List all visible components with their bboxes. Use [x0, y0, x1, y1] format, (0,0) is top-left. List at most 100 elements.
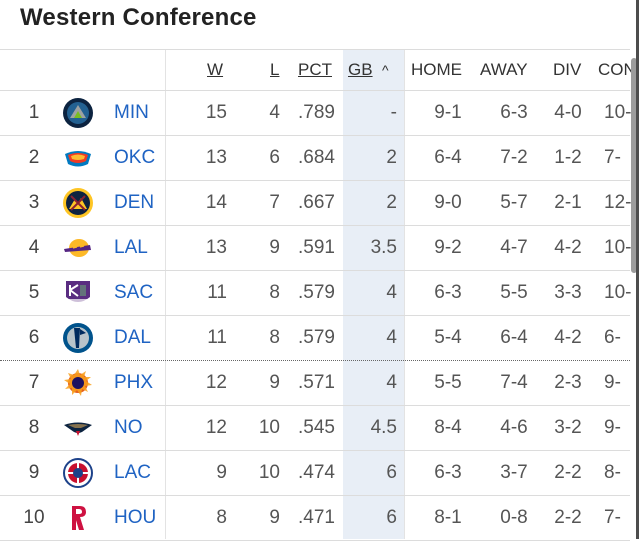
wins: 13	[205, 147, 227, 168]
away-record: 6-3	[500, 102, 528, 123]
losses: 6	[269, 147, 280, 168]
losses: 10	[258, 462, 280, 483]
table-row[interactable]: 3 DEN 14 7 .667 2 9-0 5-7 2-1 12-	[0, 181, 631, 226]
team-link[interactable]: NO	[114, 417, 143, 438]
division-record: 3-2	[554, 417, 582, 438]
home-record: 6-4	[434, 147, 462, 168]
table-row[interactable]: 5 SAC 11 8 .579 4 6-3 5-5 3-3 10-	[0, 271, 631, 316]
win-pct: .545	[298, 417, 335, 438]
team-link[interactable]: HOU	[114, 507, 157, 528]
losses: 4	[269, 102, 280, 123]
team-link[interactable]: LAC	[114, 462, 151, 483]
games-back: 4	[386, 327, 397, 348]
division-record: 2-3	[554, 372, 582, 393]
timberwolves-logo-icon	[63, 98, 93, 128]
table-row[interactable]: 4 LAL 13 9 .591 3.5 9-2 4-7 4-2 10-	[0, 226, 631, 271]
column-header-pct[interactable]: PCT	[298, 60, 332, 79]
away-record: 0-8	[500, 507, 528, 528]
table-row[interactable]: 6 DAL 11 8 .579 4 5-4 6-4 4-2 6-	[0, 316, 630, 361]
page-title: Western Conference	[20, 4, 257, 31]
thunder-logo-icon	[65, 151, 91, 167]
column-header-l[interactable]: L	[270, 60, 280, 79]
home-record: 9-0	[434, 192, 462, 213]
suns-logo-icon	[64, 369, 92, 396]
team-link[interactable]: PHX	[114, 372, 154, 393]
games-back: 6	[386, 462, 397, 483]
conference-record: 12-	[604, 192, 632, 213]
wins: 14	[205, 192, 227, 213]
win-pct: .471	[298, 507, 335, 528]
games-back: -	[390, 102, 397, 123]
table-row[interactable]: 2 OKC 13 6 .684 2 6-4 7-2 1-2 7-	[0, 136, 630, 181]
away-record: 3-7	[500, 462, 528, 483]
wins: 12	[205, 417, 227, 438]
column-header-conf[interactable]: CON	[598, 60, 636, 79]
home-record: 6-3	[434, 282, 462, 303]
column-header-w[interactable]: W	[207, 60, 224, 79]
team-link[interactable]: LAL	[114, 237, 148, 258]
division-record: 4-0	[554, 102, 582, 123]
games-back: 4.5	[370, 417, 397, 438]
conference-record: 10-	[604, 282, 632, 303]
wins: 8	[216, 507, 227, 528]
losses: 9	[269, 237, 280, 258]
wins: 12	[205, 372, 227, 393]
win-pct: .579	[298, 282, 335, 303]
away-record: 5-5	[500, 282, 528, 303]
rank: 1	[28, 102, 40, 123]
window-edge	[636, 0, 639, 539]
home-record: 8-1	[434, 507, 462, 528]
home-record: 6-3	[434, 462, 462, 483]
rank: 8	[28, 417, 40, 438]
win-pct: .789	[298, 102, 335, 123]
conference-record: 8-	[604, 462, 621, 483]
table-row[interactable]: 7 PHX 12 9 .571 4 5-5 7-4 2-3 9-	[0, 361, 630, 406]
win-pct: .591	[298, 237, 335, 258]
away-record: 6-4	[500, 327, 528, 348]
team-link[interactable]: OKC	[114, 147, 156, 168]
wins: 13	[205, 237, 227, 258]
losses: 8	[269, 327, 280, 348]
conference-record: 10-	[604, 237, 632, 258]
column-header-gb[interactable]: GB	[348, 60, 373, 79]
games-back: 2	[386, 147, 397, 168]
rockets-logo-icon	[72, 506, 86, 530]
rank: 3	[28, 192, 40, 213]
team-link[interactable]: SAC	[114, 282, 154, 303]
win-pct: .684	[298, 147, 335, 168]
column-header-away[interactable]: AWAY	[480, 60, 528, 79]
home-record: 9-2	[434, 237, 462, 258]
pelicans-logo-icon	[64, 422, 92, 436]
table-row[interactable]: 10 HOU 8 9 .471 6 8-1 0-8 2-2 7-	[0, 496, 630, 541]
away-record: 5-7	[500, 192, 528, 213]
rank: 9	[28, 462, 40, 483]
division-record: 2-1	[554, 192, 582, 213]
sort-ascending-icon[interactable]: ^	[382, 62, 389, 78]
team-link[interactable]: DAL	[114, 327, 151, 348]
losses: 9	[269, 507, 280, 528]
conference-record: 9-	[604, 417, 621, 438]
rank: 10	[23, 507, 45, 528]
column-header-div[interactable]: DIV	[553, 60, 582, 79]
games-back: 6	[386, 507, 397, 528]
division-record: 3-3	[554, 282, 582, 303]
table-row[interactable]: 9 LAC 9 10 .474 6 6-3 3-7 2-2 8-	[0, 451, 630, 496]
team-link[interactable]: DEN	[114, 192, 155, 213]
column-divider	[165, 50, 166, 539]
away-record: 7-2	[500, 147, 528, 168]
table-header: W L PCT GB ^ HOME AWAY DIV CON	[0, 50, 636, 91]
games-back: 3.5	[370, 237, 397, 258]
team-link[interactable]: MIN	[114, 102, 149, 123]
conference-record: 7-	[604, 147, 621, 168]
column-header-home[interactable]: HOME	[411, 60, 462, 79]
table-row[interactable]: 8 NO 12 10 .545 4.5 8-4 4-6 3-2 9-	[0, 406, 630, 451]
away-record: 4-6	[500, 417, 528, 438]
rank: 7	[28, 372, 40, 393]
wins: 11	[207, 327, 227, 348]
vertical-scrollbar[interactable]	[631, 58, 637, 273]
table-row[interactable]: 1 MIN 15 4 .789 - 9-1 6-3 4-0 10-	[0, 91, 631, 136]
conference-record: 7-	[604, 507, 621, 528]
division-record: 4-2	[554, 237, 582, 258]
division-record: 2-2	[554, 507, 582, 528]
home-record: 5-4	[434, 327, 462, 348]
